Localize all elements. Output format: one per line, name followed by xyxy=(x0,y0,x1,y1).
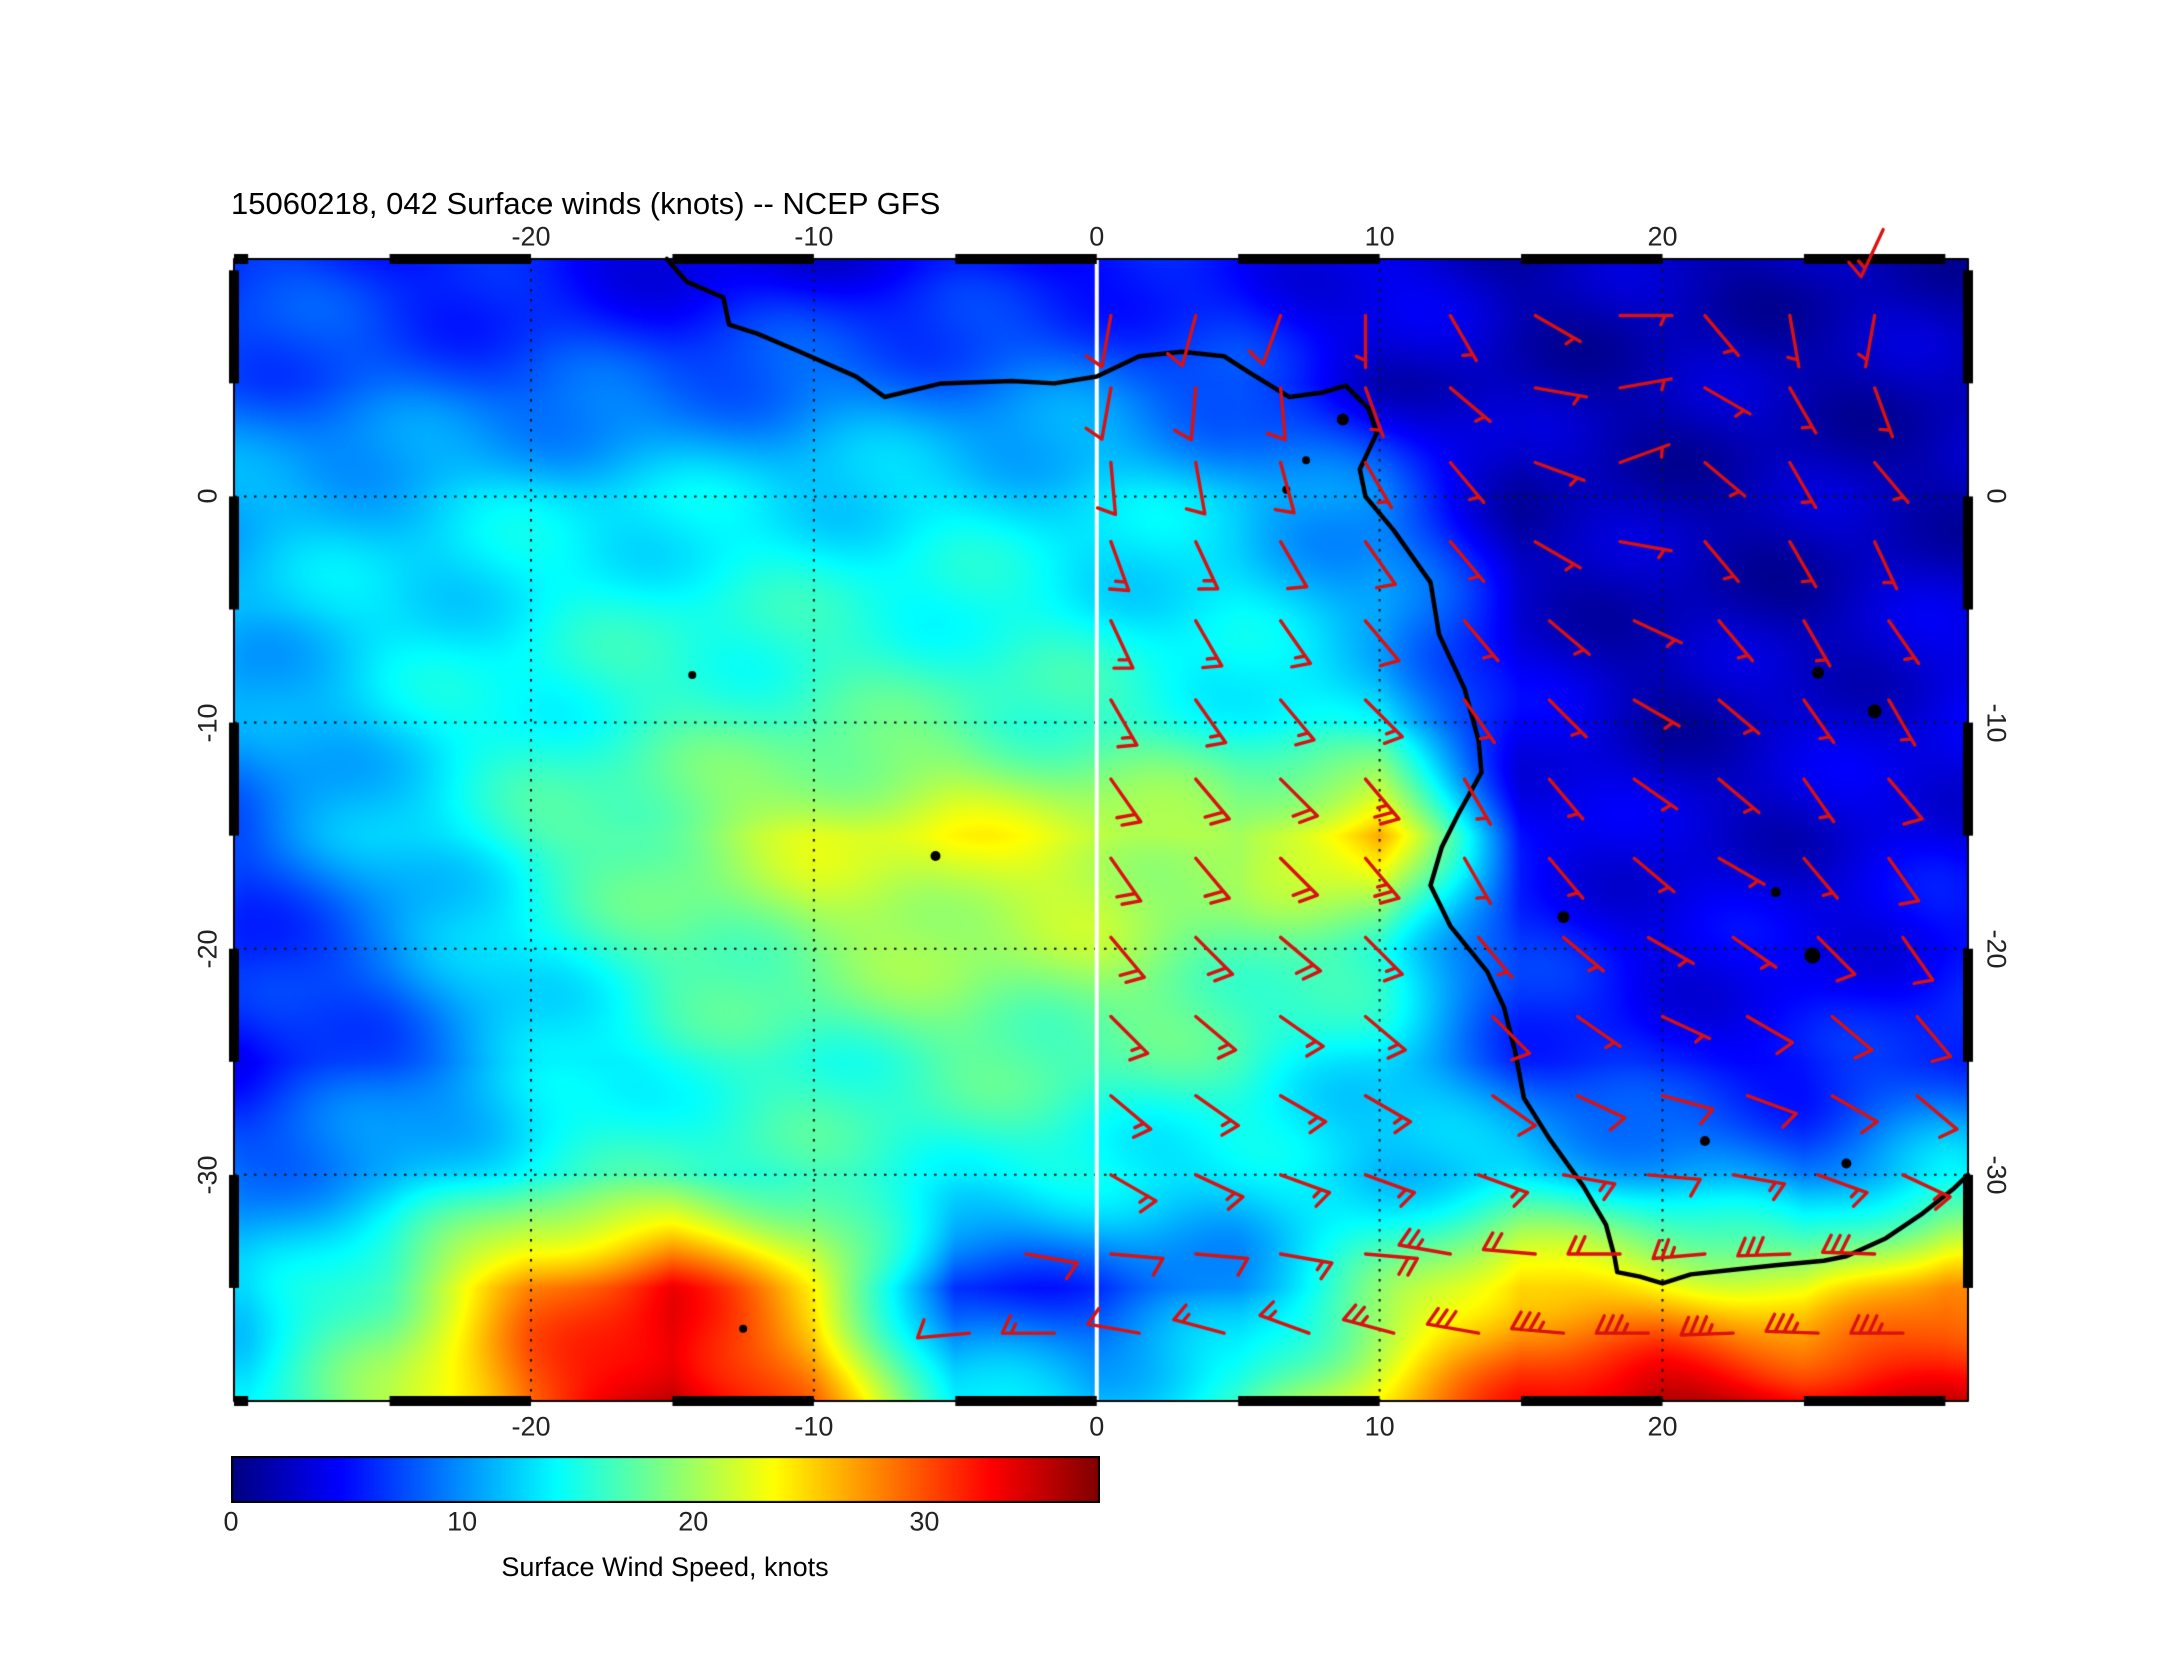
lat-tick-left: 0 xyxy=(192,488,223,504)
lon-tick-bottom: 20 xyxy=(1647,1411,1678,1442)
colorbar-tick: 20 xyxy=(678,1506,709,1537)
lon-tick-bottom: 0 xyxy=(1089,1411,1105,1442)
colorbar-gradient xyxy=(231,1456,1100,1503)
lon-tick-bottom: 10 xyxy=(1364,1411,1395,1442)
colorbar-tick: 30 xyxy=(909,1506,940,1537)
lat-tick-right: 0 xyxy=(1981,488,2012,504)
lon-tick-top: 0 xyxy=(1089,221,1105,252)
lon-tick-top: 20 xyxy=(1647,221,1678,252)
lat-tick-left: -20 xyxy=(192,929,223,969)
lat-tick-right: -30 xyxy=(1981,1155,2012,1195)
lat-tick-right: -20 xyxy=(1981,929,2012,969)
lat-tick-right: -10 xyxy=(1981,703,2012,743)
lon-tick-bottom: -20 xyxy=(511,1411,551,1442)
colorbar-tick: 0 xyxy=(223,1506,239,1537)
lat-tick-left: -10 xyxy=(192,703,223,743)
lon-tick-top: -20 xyxy=(511,221,551,252)
colorbar-label: Surface Wind Speed, knots xyxy=(501,1552,829,1582)
colorbar-tick: 10 xyxy=(447,1506,478,1537)
lon-tick-bottom: -10 xyxy=(794,1411,834,1442)
lat-tick-left: -30 xyxy=(192,1155,223,1195)
lon-tick-top: 10 xyxy=(1364,221,1395,252)
lon-tick-top: -10 xyxy=(794,221,834,252)
